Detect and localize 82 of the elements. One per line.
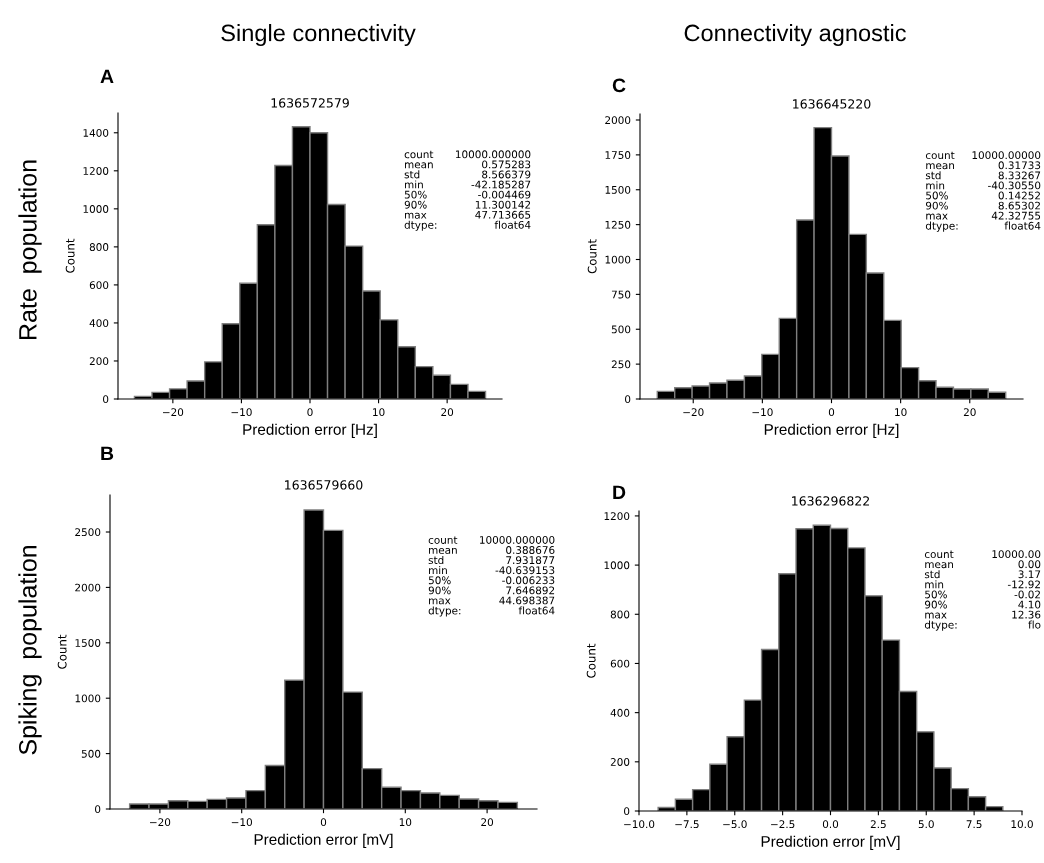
y-axis-title: Count [586,643,596,678]
y-tick-label: 1500 [75,639,101,647]
x-axis-title: Prediction error [mV] [254,833,393,848]
x-tick-label: −20 [683,408,704,417]
y-axis-title: Count [57,634,67,669]
y-tick-label: 800 [89,243,109,251]
annotation: 10000.00000 0.31733 8.33267 -40.30550 0.14252 8.65302 42.32755 float64 [972,151,1041,230]
y-tick-label: 750 [611,290,631,299]
y-tick-label: 400 [89,319,109,328]
y-tick-label: 1200 [604,512,630,521]
y-tick-label: 200 [610,758,630,766]
x-tick-label: 10 [399,818,412,827]
annotation: count mean std min 50% 90% max dtype: [925,151,958,232]
chart-title: 1636645220 [793,99,871,109]
y-tick-label: 800 [610,610,630,619]
x-axis-title: Prediction error [mV] [761,835,900,850]
y-tick-label: 1400 [83,129,109,137]
x-tick-label: 0 [828,408,835,417]
x-tick-label: −10 [231,408,252,417]
x-tick-label: 20 [963,408,976,417]
x-tick-label: −10 [752,408,773,417]
x-axis-title: Prediction error [Hz] [243,423,377,438]
x-tick-label: −2.5 [771,820,795,829]
text: Single connectivity [221,24,416,47]
y-tick-label: 2500 [75,528,101,537]
x-tick-label: −7.5 [675,820,699,829]
y-tick-label: 0 [95,805,101,814]
annotation: 10000.00 0.00 3.17 -12.92 -0.02 4.10 12.36 flo [992,550,1041,629]
x-tick-label: 7.5 [966,820,982,829]
y-axis-title: Count [587,239,597,274]
y-tick-label: 1250 [605,220,631,229]
y-tick-label: 200 [89,357,109,366]
y-tick-label: 1000 [83,205,109,213]
x-tick-label: 0.0 [822,820,839,829]
x-tick-label: −5.0 [723,820,747,829]
annotation: count mean std min 50% 90% max dtype: [428,536,461,617]
text: Rate population [18,160,42,339]
text: Spiking population [18,545,42,755]
y-tick-label: 0 [624,807,630,816]
y-tick-label: 1750 [605,151,631,159]
y-axis-title: Count [65,238,75,273]
x-tick-label: 5.0 [918,820,934,829]
annotation: count mean std min 50% 90% max dtype: [924,550,957,631]
chart-title: 1636579660 [285,480,363,490]
y-tick-label: 600 [610,659,630,668]
y-tick-label: 500 [81,749,101,758]
x-tick-label: −10.0 [624,820,655,829]
x-tick-label: −20 [150,818,171,827]
y-tick-label: 600 [89,281,109,290]
text: A [100,69,114,84]
y-tick-label: 500 [611,325,631,334]
text: D [613,485,626,500]
text: Connectivity agnostic [684,24,906,47]
text: C [612,78,626,93]
y-tick-label: 0 [103,395,109,404]
y-tick-label: 400 [610,708,630,717]
y-tick-label: 1500 [605,185,631,194]
y-tick-label: 2000 [75,583,101,592]
x-tick-label: 20 [441,408,454,417]
x-tick-label: 20 [481,818,494,827]
x-tick-label: 10.0 [1011,820,1033,829]
y-tick-label: 2000 [605,116,631,125]
annotation: 10000.000000 0.388676 7.931877 -40.639153 -0.006233 7.646892 44.698387 float64 [480,536,555,615]
y-tick-label: 1200 [83,167,109,175]
x-tick-label: −10 [231,818,252,827]
x-tick-label: 10 [373,408,385,417]
chart-title: 1636296822 [792,496,870,506]
x-axis-title: Prediction error [Hz] [764,423,899,438]
y-tick-label: 0 [625,395,631,404]
x-tick-label: 2.5 [870,820,886,829]
x-tick-label: −20 [162,408,184,417]
y-tick-label: 1000 [75,694,101,703]
x-tick-label: 10 [895,408,907,417]
annotation: 10000.000000 0.575283 8.566379 -42.185287 -0.004469 11.300142 47.713665 float64 [456,150,531,229]
annotation: count mean std min 50% 90% max dtype: [404,150,437,231]
y-tick-label: 250 [611,360,631,369]
y-tick-label: 1000 [604,561,630,570]
x-tick-label: 0 [320,818,327,827]
chart-title: 1636572579 [271,98,349,108]
text: B [101,446,114,461]
x-tick-label: 0 [307,408,313,417]
y-tick-label: 1000 [605,255,631,264]
